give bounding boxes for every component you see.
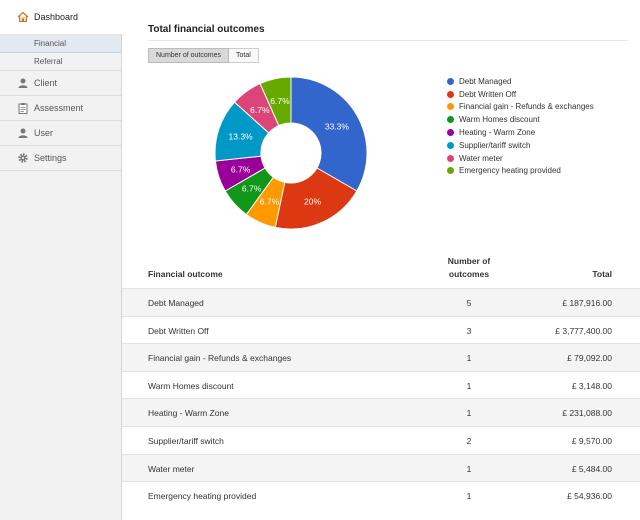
total-button[interactable]: Total: [228, 48, 259, 63]
legend-label: Emergency heating provided: [459, 166, 561, 176]
legend-label: Debt Written Off: [459, 89, 517, 99]
table-row: Supplier/tariff switch 2 £ 9,570.00: [122, 425, 640, 454]
slice-label-4: 6.7%: [231, 164, 251, 174]
legend-swatch: [447, 116, 454, 124]
header-number-of-outcomes: Number of outcomes: [447, 256, 491, 279]
sidebar: Dashboard Financial Referral Client Asse…: [0, 0, 130, 520]
sidebar-item-label: Settings: [34, 153, 67, 163]
number-of-outcomes-button[interactable]: Number of outcomes: [148, 48, 229, 63]
sidebar-item-dashboard[interactable]: Dashboard: [0, 0, 130, 35]
user-icon: [17, 127, 29, 139]
legend-item[interactable]: Debt Written Off: [447, 88, 594, 101]
clipboard-icon: [17, 102, 29, 114]
sidebar-subitem-referral[interactable]: Referral: [0, 53, 121, 71]
donut-slice-0[interactable]: [290, 76, 368, 192]
slice-label-6: 6.7%: [250, 105, 270, 115]
table-row: Emergency heating provided 1 £ 54,936.00: [122, 481, 640, 509]
home-icon: [17, 11, 29, 23]
slice-label-3: 6.7%: [242, 183, 262, 193]
legend-label: Warm Homes discount: [459, 115, 540, 125]
donut-slice-7[interactable]: [259, 76, 292, 127]
legend-swatch: [447, 77, 454, 85]
legend-label: Water meter: [459, 153, 503, 163]
header-total: Total: [592, 269, 612, 279]
legend-item[interactable]: Emergency heating provided: [447, 165, 594, 178]
gear-icon: [17, 152, 29, 164]
legend-item[interactable]: Warm Homes discount: [447, 113, 594, 126]
sidebar-item-label: Dashboard: [34, 12, 79, 22]
legend-label: Debt Managed: [459, 76, 512, 86]
table-row: Financial gain - Refunds & exchanges 1 £…: [122, 343, 640, 371]
slice-label-7: 6.7%: [270, 96, 290, 106]
legend-item[interactable]: Water meter: [447, 152, 594, 165]
table-row: Water meter 1 £ 5,484.00: [122, 453, 640, 482]
table-row: Debt Written Off 3 £ 3,777,400.00: [122, 315, 640, 344]
legend-swatch: [447, 103, 454, 111]
sidebar-item-settings[interactable]: Settings: [0, 146, 121, 171]
donut-slice-1[interactable]: [274, 167, 358, 230]
legend-label: Financial gain - Refunds & exchanges: [459, 102, 594, 112]
user-icon: [17, 77, 29, 89]
table-row: Warm Homes discount 1 £ 3,148.00: [122, 370, 640, 399]
legend-label: Heating - Warm Zone: [459, 128, 536, 138]
main-content: Total financial outcomes Number of outco…: [122, 0, 640, 520]
legend-swatch: [447, 141, 454, 149]
legend-swatch: [447, 90, 454, 98]
slice-label-5: 13.3%: [229, 132, 254, 142]
outcomes-table: Financial outcome Number of outcomes Tot…: [122, 250, 640, 509]
sidebar-item-user[interactable]: User: [0, 121, 121, 146]
sidebar-item-label: User: [34, 128, 54, 138]
legend-item[interactable]: Heating - Warm Zone: [447, 126, 594, 139]
table-row: Debt Managed 5 £ 187,916.00: [122, 288, 640, 316]
header-financial-outcome: Financial outcome: [148, 269, 223, 279]
legend-item[interactable]: Financial gain - Refunds & exchanges: [447, 101, 594, 114]
sidebar-subitem-financial[interactable]: Financial: [0, 35, 121, 53]
page-title: Total financial outcomes: [148, 24, 628, 41]
legend-swatch: [447, 129, 454, 137]
table-row: Heating - Warm Zone 1 £ 231,088.00: [122, 398, 640, 426]
table-header: Financial outcome Number of outcomes Tot…: [122, 250, 640, 288]
sidebar-item-label: Client: [34, 78, 58, 88]
chart-legend: Debt Managed Debt Written Off Financial ga…: [447, 75, 594, 177]
legend-swatch: [447, 154, 454, 162]
chart-mode-toggle: Number of outcomes Total: [148, 48, 259, 63]
sidebar-item-assessment[interactable]: Assessment: [0, 96, 121, 121]
slice-label-1: 20%: [304, 196, 321, 206]
sidebar-item-client[interactable]: Client: [0, 71, 121, 96]
sidebar-item-label: Assessment: [34, 103, 84, 113]
slice-label-0: 33.3%: [325, 122, 350, 132]
legend-item[interactable]: Supplier/tariff switch: [447, 139, 594, 152]
donut-chart: 33.3%20%6.7%6.7%6.7%13.3%6.7%6.7%: [214, 76, 368, 230]
legend-item[interactable]: Debt Managed: [447, 75, 594, 88]
legend-label: Supplier/tariff switch: [459, 140, 531, 150]
legend-swatch: [447, 167, 454, 175]
slice-label-2: 6.7%: [260, 196, 280, 206]
